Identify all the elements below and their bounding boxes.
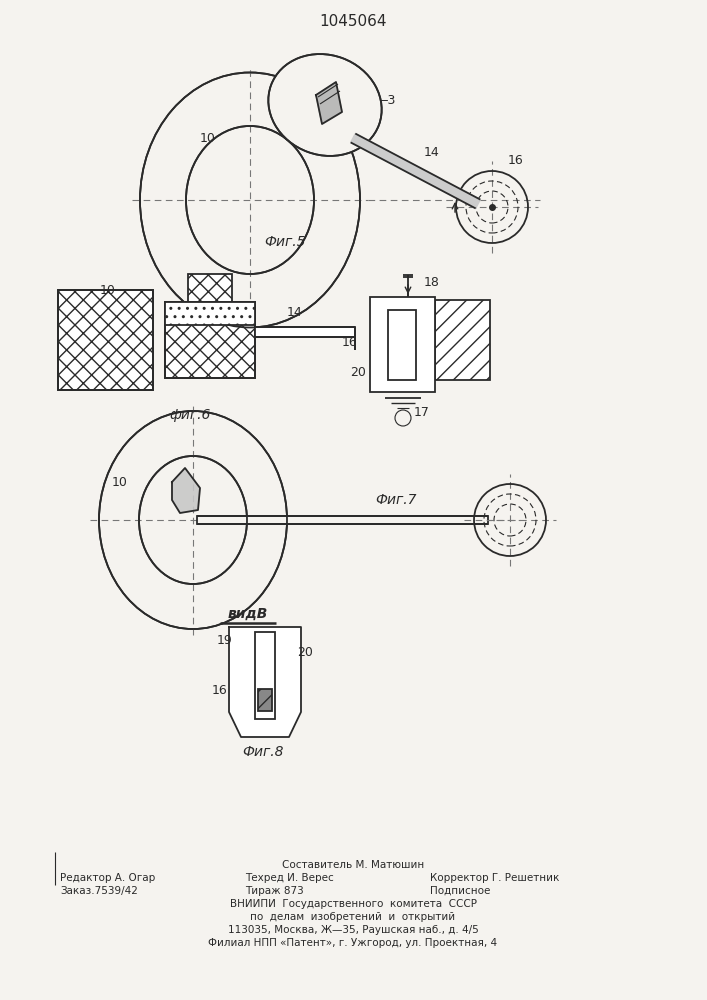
Text: ВНИИПИ  Государственного  комитета  СССР: ВНИИПИ Государственного комитета СССР (230, 899, 477, 909)
Text: Фиг.7: Фиг.7 (375, 493, 416, 507)
Bar (370, 297, 435, 392)
Text: 15: 15 (460, 322, 476, 334)
Text: 10: 10 (200, 131, 216, 144)
Text: 20: 20 (350, 365, 366, 378)
Text: видB: видB (228, 607, 268, 621)
Text: Корректор Г. Решетник: Корректор Г. Решетник (430, 873, 559, 883)
Text: Редактор А. Огар: Редактор А. Огар (60, 873, 156, 883)
Bar (58, 290, 153, 390)
Text: 3: 3 (192, 288, 200, 300)
Text: Техред И. Верес: Техред И. Верес (245, 873, 334, 883)
Bar (197, 516, 488, 524)
Ellipse shape (140, 73, 360, 328)
Text: 14: 14 (424, 145, 440, 158)
Text: Тираж 873: Тираж 873 (245, 886, 304, 896)
Text: Фиг.5: Фиг.5 (264, 235, 305, 249)
Text: 18: 18 (424, 275, 440, 288)
Polygon shape (172, 468, 200, 513)
Bar (258, 689, 272, 711)
Text: 16: 16 (212, 684, 228, 696)
Bar (165, 302, 255, 378)
Bar (435, 300, 490, 380)
Bar (255, 327, 355, 337)
Text: 10: 10 (100, 284, 116, 296)
Bar (388, 310, 416, 380)
Text: 10: 10 (112, 476, 128, 488)
Bar (255, 632, 275, 719)
Bar (165, 302, 255, 378)
Text: 17: 17 (414, 406, 430, 418)
Text: 14: 14 (287, 306, 303, 320)
Text: 16: 16 (508, 153, 524, 166)
Text: фиг.6: фиг.6 (169, 408, 211, 422)
Polygon shape (351, 134, 480, 208)
Ellipse shape (269, 54, 382, 156)
Text: —3: —3 (375, 94, 395, 106)
Text: 1045064: 1045064 (320, 14, 387, 29)
Text: 16: 16 (342, 336, 358, 349)
Text: Подписное: Подписное (430, 886, 491, 896)
Ellipse shape (186, 126, 314, 274)
Text: Заказ.7539/42: Заказ.7539/42 (60, 886, 138, 896)
Bar (58, 290, 153, 390)
Text: по  делам  изобретений  и  открытий: по делам изобретений и открытий (250, 912, 455, 922)
Bar (165, 302, 255, 325)
Bar (188, 274, 232, 302)
Text: Филиал НПП «Патент», г. Ужгород, ул. Проектная, 4: Филиал НПП «Патент», г. Ужгород, ул. Про… (209, 938, 498, 948)
Text: Фиг.8: Фиг.8 (243, 745, 284, 759)
Text: 113035, Москва, Ж—35, Раушская наб., д. 4/5: 113035, Москва, Ж—35, Раушская наб., д. … (228, 925, 479, 935)
Polygon shape (316, 82, 342, 124)
Text: 20: 20 (297, 646, 313, 658)
Text: 19: 19 (217, 634, 233, 647)
Polygon shape (229, 627, 301, 737)
Text: Составитель М. Матюшин: Составитель М. Матюшин (282, 860, 424, 870)
Ellipse shape (99, 411, 287, 629)
Text: —19: —19 (457, 354, 485, 366)
Ellipse shape (139, 456, 247, 584)
